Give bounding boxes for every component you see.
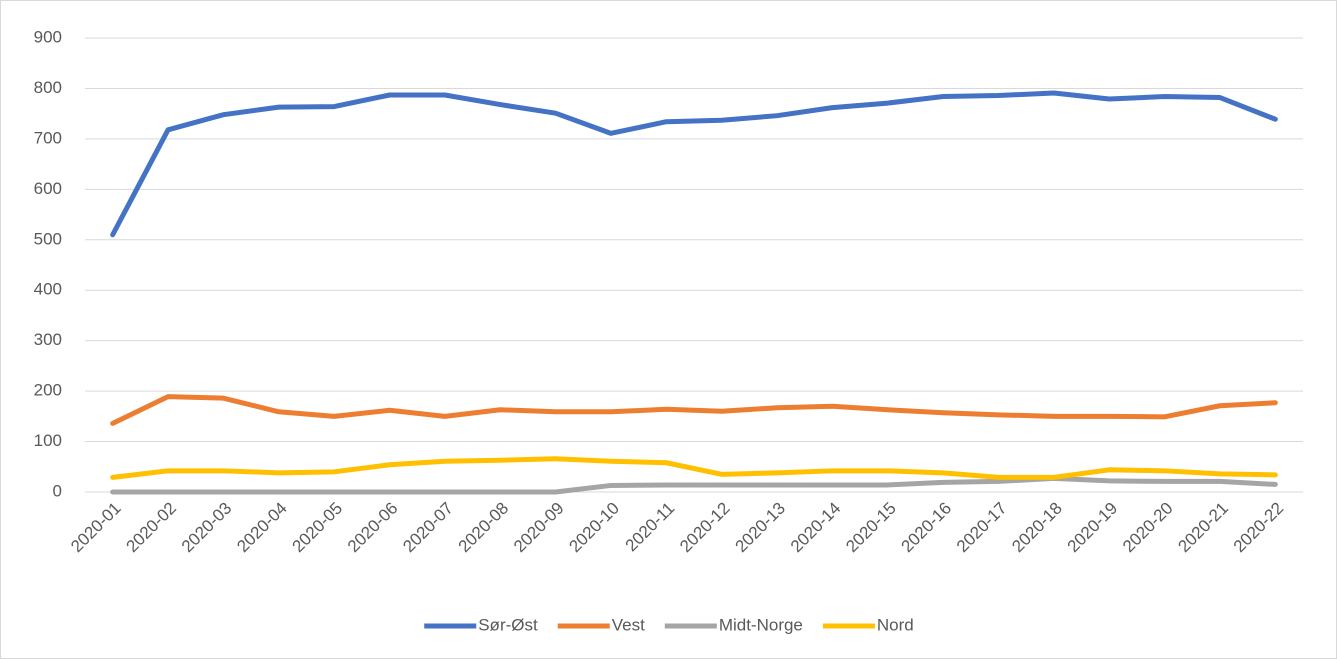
y-tick-label: 200 <box>34 381 62 400</box>
y-tick-label: 600 <box>34 179 62 198</box>
y-tick-label: 400 <box>34 280 62 299</box>
y-tick-label: 700 <box>34 128 62 147</box>
legend-label: Vest <box>612 615 645 634</box>
series-line <box>110 394 1278 426</box>
y-tick-label: 0 <box>53 481 62 500</box>
y-tick-label: 300 <box>34 330 62 349</box>
series-line <box>110 90 1278 238</box>
y-tick-label: 500 <box>34 229 62 248</box>
legend-label: Nord <box>877 615 914 634</box>
legend-label: Midt-Norge <box>719 615 803 634</box>
y-tick-label: 100 <box>34 431 62 450</box>
series-line <box>110 456 1278 480</box>
legend-label: Sør-Øst <box>478 615 538 634</box>
series-line <box>110 475 1278 495</box>
y-tick-label: 800 <box>34 78 62 97</box>
y-tick-label: 900 <box>34 27 62 46</box>
